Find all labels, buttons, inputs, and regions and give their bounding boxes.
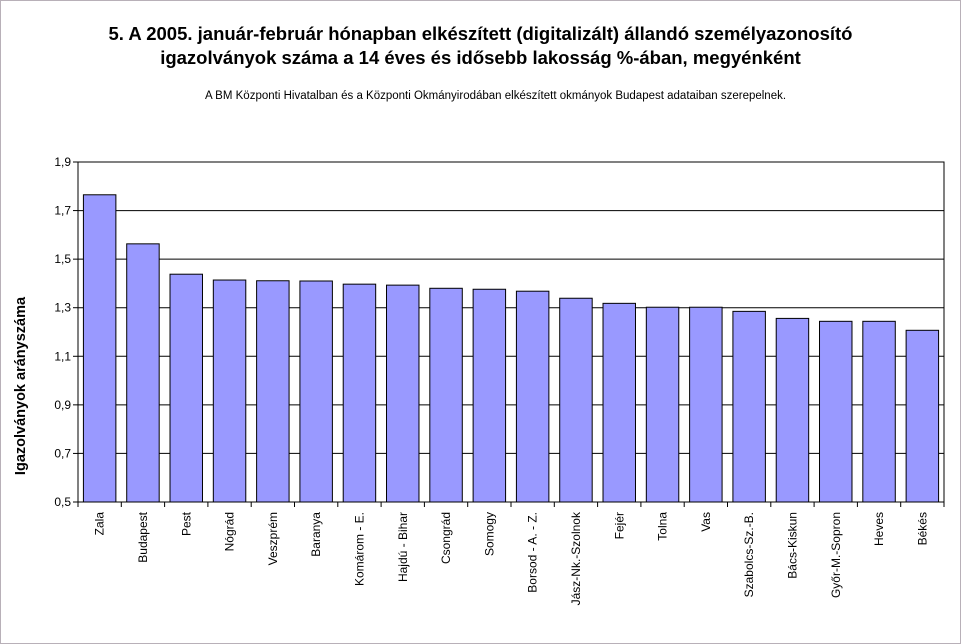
x-category-label: Bács-Kiskun	[785, 512, 799, 579]
chart-title: 5. A 2005. január-február hónapban elkés…	[0, 22, 961, 70]
bar-19	[862, 320, 896, 503]
y-tick-label: 0,5	[54, 495, 71, 509]
x-category-label: Heves	[872, 512, 886, 546]
bar-3	[169, 273, 203, 503]
bar-7	[342, 283, 377, 503]
bar-15	[689, 306, 723, 503]
bar-16	[732, 310, 766, 503]
bar-17	[775, 317, 810, 503]
bar-1	[82, 194, 117, 503]
x-category-label: Szabolcs-Sz.-B.	[742, 512, 756, 597]
x-category-label: Budapest	[136, 511, 150, 562]
x-category-label: Somogy	[482, 512, 496, 556]
y-tick-label: 1,9	[54, 155, 71, 169]
bar-9	[429, 287, 463, 503]
bar-10	[472, 288, 507, 503]
bar-4	[212, 279, 247, 503]
y-tick-label: 1,3	[54, 301, 71, 315]
y-tick-label: 1,5	[54, 252, 71, 266]
x-category-label: Fejér	[612, 512, 626, 539]
y-tick-label: 0,7	[54, 446, 71, 460]
y-tick-label: 1,7	[54, 204, 71, 218]
chart-title-line-1: 5. A 2005. január-február hónapban elkés…	[108, 23, 853, 44]
x-category-label: Zala	[93, 512, 107, 536]
x-category-label: Komárom - E.	[352, 512, 366, 586]
bar-18	[819, 320, 853, 503]
bar-14	[645, 306, 680, 503]
bar-2	[126, 243, 160, 503]
y-tick-label: 1,1	[54, 349, 71, 363]
x-category-label: Veszprém	[266, 512, 280, 565]
y-tick-label: 0,9	[54, 398, 71, 412]
x-category-label: Jász-Nk.-Szolnok	[569, 511, 583, 605]
x-category-label: Nógrád	[223, 512, 237, 551]
bar-8	[386, 284, 420, 503]
chart-subtitle: A BM Központi Hivatalban és a Központi O…	[204, 90, 787, 102]
x-category-label: Pest	[179, 511, 193, 536]
bar-20	[905, 329, 940, 503]
x-category-label: Tolna	[656, 512, 670, 541]
bar-11	[515, 290, 550, 503]
x-category-label: Győr-M.-Sopron	[829, 512, 843, 598]
x-category-label: Hajdú - Bihar	[396, 512, 410, 582]
chart-title-line-2: igazolványok száma a 14 éves és idősebb …	[160, 47, 801, 68]
x-category-label: Baranya	[309, 512, 323, 557]
bar-6	[299, 280, 333, 503]
x-category-label: Borsod - A. - Z.	[526, 512, 540, 593]
plot-background	[78, 162, 944, 502]
x-category-label: Csongrád	[439, 512, 453, 564]
bar-5	[256, 280, 290, 503]
bar-12	[559, 297, 593, 503]
x-category-label: Békés	[915, 512, 929, 545]
x-category-label: Vas	[699, 512, 713, 532]
bar-13	[602, 302, 636, 503]
